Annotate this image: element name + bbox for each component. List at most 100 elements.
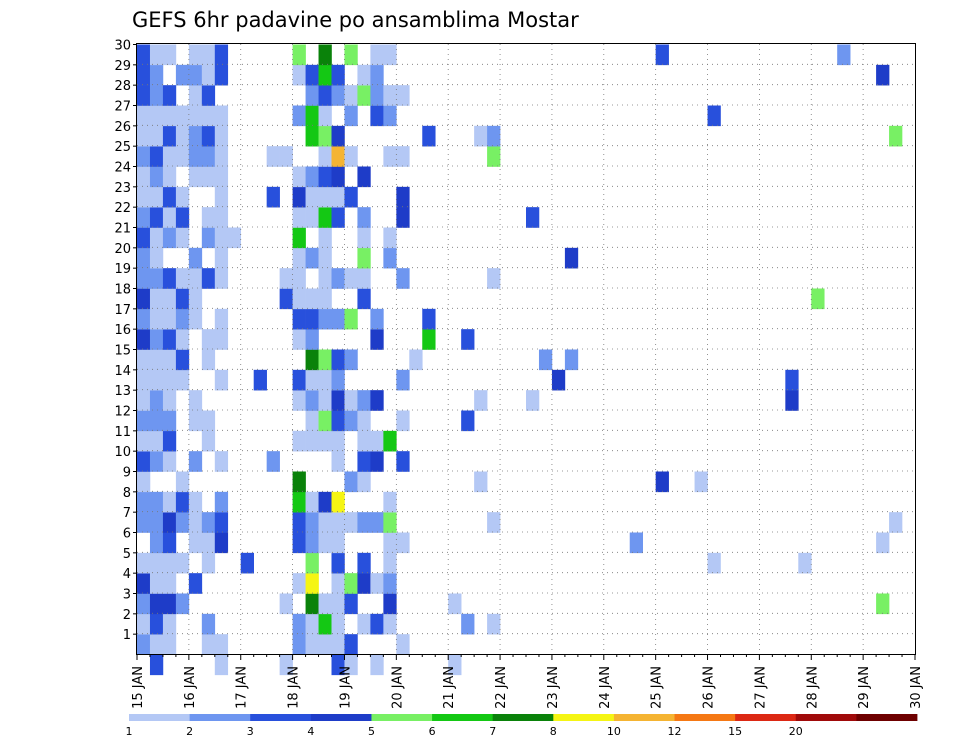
heatmap-cell [344,471,358,493]
heatmap-cell [188,105,203,127]
heatmap-cell [331,64,345,86]
heatmap-cell [876,532,890,554]
heatmap-cell [227,227,242,249]
heatmap-cell [331,552,345,574]
heatmap-cell [149,288,164,310]
y-tick-label: 8 [123,486,131,501]
heatmap-cell [318,125,332,147]
x-axis-ticks: 15 JAN 16 JAN 17 JAN 18 JAN 19 JAN 20 JAN 21 J… [131,654,924,709]
colorbar-label: 1 [126,725,133,738]
x-tick-label: 18 JAN [287,666,302,709]
heatmap-cell [889,125,903,147]
heatmap-cell [279,593,293,615]
heatmap-cell [137,634,151,655]
x-tick-label: 22 JAN [494,666,509,709]
heatmap-cell [149,125,164,147]
heatmap-cell [370,308,384,330]
heatmap-cell [331,349,345,371]
heatmap-cell [162,390,177,411]
heatmap-cell [266,451,280,472]
heatmap-cell [383,227,397,249]
heatmap-cell [305,349,319,371]
colorbar-label: 20 [789,725,803,738]
heatmap-cell [889,512,903,533]
heatmap-cell [214,512,229,533]
x-tick-label: 17 JAN [235,666,250,709]
y-tick-label: 30 [114,39,131,54]
heatmap-cell [162,451,177,472]
heatmap-cell [201,268,216,289]
heatmap-cell [370,430,384,452]
heatmap-cell [214,308,229,330]
heatmap-cell [318,308,332,330]
heatmap-cell [162,44,177,66]
heatmap-cell [474,125,488,147]
heatmap-cell [188,512,203,533]
heatmap-cell [214,268,229,289]
colorbar-swatch [674,714,736,721]
x-tick-label: 20 JAN [390,666,405,709]
heatmap-cell [357,613,371,635]
heatmap-cell [162,146,177,167]
heatmap-cell [383,85,397,106]
heatmap-cell [370,613,384,635]
heatmap-cell [318,430,332,452]
colorbar-swatch [613,714,675,721]
heatmap-cell [201,613,216,635]
heatmap-cell [279,146,293,167]
heatmap-cell [461,410,475,432]
heatmap-cell [357,552,371,574]
heatmap-cell [162,227,177,249]
y-tick-label: 7 [123,506,131,521]
heatmap-cell [357,390,371,411]
heatmap-cell [149,268,164,289]
heatmap-cell [175,186,190,208]
heatmap-cell [305,125,319,147]
heatmap-cell [331,85,345,106]
y-tick-label: 11 [114,425,131,440]
heatmap-cell [370,329,384,350]
heatmap-cell [188,573,203,594]
heatmap-cell [344,410,358,432]
y-tick-label: 13 [114,384,131,399]
heatmap-cell [448,593,462,615]
heatmap-cell [318,207,332,228]
heatmap-cell [526,207,540,228]
heatmap-cell [305,410,319,432]
heatmap-cell [201,44,216,66]
heatmap-cell [149,166,164,188]
heatmap-cell [331,491,345,513]
heatmap-cell [201,105,216,127]
heatmap-cell [331,613,345,635]
heatmap-cell [526,390,540,411]
heatmap-cell [279,654,293,676]
heatmap-cell [162,430,177,452]
heatmap-cell [137,207,151,228]
heatmap-cell [370,44,384,66]
heatmap-cell [149,573,164,594]
x-tick-label: 21 JAN [442,666,457,709]
heatmap-cell [292,288,306,310]
x-tick-label: 26 JAN [702,666,717,709]
heatmap-cell [785,390,799,411]
heatmap-cell [201,85,216,106]
heatmap-cell [149,64,164,86]
heatmap-cell [201,329,216,350]
heatmap-cell [370,451,384,472]
heatmap-cell [344,634,358,655]
heatmap-cell [318,166,332,188]
y-tick-label: 19 [114,262,131,277]
colorbar-label: 2 [186,725,193,738]
heatmap-cell [162,491,177,513]
heatmap-cell [383,247,397,269]
heatmap-cell [214,369,229,391]
heatmap-cell [214,207,229,228]
heatmap-cell [292,634,306,655]
heatmap-cell [137,471,151,493]
heatmap-cell [162,105,177,127]
heatmap-cell [137,552,151,574]
heatmap-cell [137,451,151,472]
heatmap-cell [629,532,643,554]
heatmap-cell [137,308,151,330]
heatmap-cell [149,390,164,411]
